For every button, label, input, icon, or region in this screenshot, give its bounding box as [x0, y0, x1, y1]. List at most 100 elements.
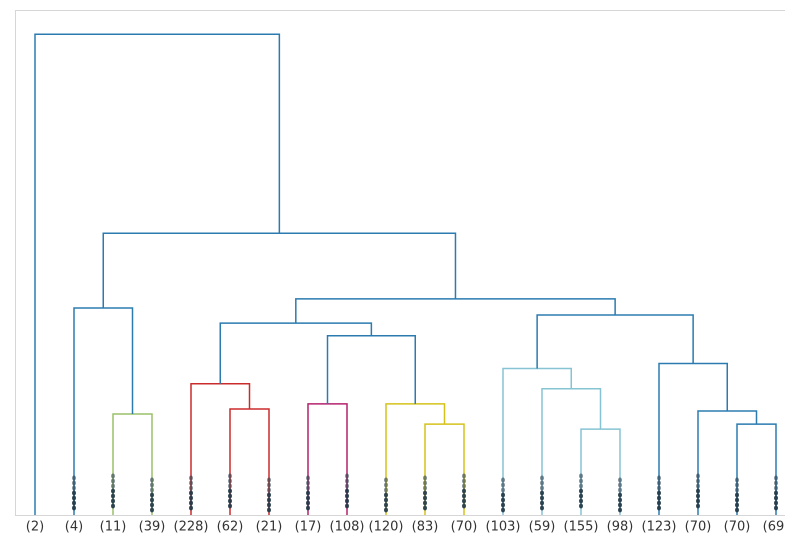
leaf-point: [228, 483, 232, 489]
leaf-point: [618, 497, 622, 503]
leaf-point: [72, 500, 76, 506]
leaf-label: (39): [139, 520, 166, 535]
leaf-point: [462, 488, 466, 494]
link: [219, 322, 373, 384]
leaf-point: [735, 507, 739, 513]
leaf-point: [696, 493, 700, 499]
leaf-point: [696, 473, 700, 479]
leaf-label: (103): [486, 520, 521, 535]
leaf-label: (21): [256, 520, 283, 535]
leaf-point: [657, 505, 661, 511]
leaf-point: [618, 507, 622, 513]
leaf-points: [618, 477, 622, 513]
leaf-point: [150, 482, 154, 488]
leaf-point: [423, 485, 427, 491]
leaf-point: [384, 492, 388, 498]
leaf-label: (70): [685, 520, 712, 535]
leaf-point: [423, 490, 427, 496]
leaf-point: [423, 500, 427, 506]
leaf-point: [540, 475, 544, 481]
leaf-point: [657, 500, 661, 506]
leaf-points: [696, 473, 700, 509]
leaf-point: [774, 495, 778, 501]
leaf-point: [540, 480, 544, 486]
leaf-point: [735, 502, 739, 508]
leaf-point: [111, 483, 115, 489]
leaf-point: [579, 503, 583, 509]
leaf-point: [462, 483, 466, 489]
link: [102, 232, 457, 308]
leaf-point: [267, 492, 271, 498]
leaf-point: [72, 475, 76, 481]
leaf-point: [501, 492, 505, 498]
leaf-point: [228, 493, 232, 499]
leaf-point: [189, 500, 193, 506]
link: [73, 307, 134, 515]
leaf-points: [111, 473, 115, 509]
leaf-points: [579, 473, 583, 509]
leaf-point: [189, 485, 193, 491]
leaf-point: [72, 505, 76, 511]
leaf-points: [228, 473, 232, 509]
leaf-point: [618, 477, 622, 483]
leaf-point: [384, 497, 388, 503]
leaf-point: [696, 478, 700, 484]
leaf-point: [540, 505, 544, 511]
leaf-point: [579, 493, 583, 499]
leaf-label: (98): [607, 520, 634, 535]
leaf-point: [189, 475, 193, 481]
leaf-point: [267, 482, 271, 488]
leaf-label: (70): [724, 520, 751, 535]
leaf-point: [462, 503, 466, 509]
leaf-point: [657, 480, 661, 486]
link: [295, 298, 616, 324]
leaf-point: [150, 487, 154, 493]
link: [502, 367, 572, 515]
leaf-point: [462, 473, 466, 479]
leaf-points: [345, 473, 349, 509]
leaf-point: [540, 495, 544, 501]
leaf-label: (4): [65, 520, 83, 535]
leaf-point: [462, 498, 466, 504]
leaf-point: [345, 473, 349, 479]
leaf-point: [579, 488, 583, 494]
link: [385, 403, 446, 515]
leaf-point: [774, 490, 778, 496]
leaf-points: [189, 475, 193, 511]
leaf-point: [111, 493, 115, 499]
leaf-points: [384, 477, 388, 513]
leaf-points: [540, 475, 544, 511]
leaf-point: [501, 497, 505, 503]
leaf-point: [423, 480, 427, 486]
leaf-point: [306, 490, 310, 496]
leaf-point: [267, 502, 271, 508]
leaf-point: [345, 478, 349, 484]
link: [658, 362, 728, 515]
link: [34, 33, 281, 515]
leaf-points: [267, 477, 271, 513]
leaf-point: [111, 488, 115, 494]
leaf-point: [384, 487, 388, 493]
leaf-points: [501, 477, 505, 513]
leaf-label: (228): [174, 520, 209, 535]
leaf-point: [774, 485, 778, 491]
leaf-point: [501, 507, 505, 513]
leaf-point: [696, 488, 700, 494]
leaf-points: [462, 473, 466, 509]
leaf-point: [423, 475, 427, 481]
leaf-point: [111, 473, 115, 479]
link: [229, 408, 270, 515]
leaf-label: (11): [100, 520, 127, 535]
leaf-point: [462, 478, 466, 484]
leaf-point: [228, 488, 232, 494]
leaf-point: [774, 475, 778, 481]
leaf-label: (155): [564, 520, 599, 535]
leaf-point: [384, 477, 388, 483]
leaf-point: [111, 498, 115, 504]
leaf-point: [540, 490, 544, 496]
leaf-point: [111, 478, 115, 484]
leaf-point: [228, 473, 232, 479]
leaf-point: [501, 502, 505, 508]
leaf-label: (62): [217, 520, 244, 535]
